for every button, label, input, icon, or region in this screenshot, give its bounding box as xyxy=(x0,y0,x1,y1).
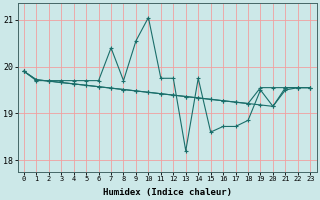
X-axis label: Humidex (Indice chaleur): Humidex (Indice chaleur) xyxy=(103,188,232,197)
